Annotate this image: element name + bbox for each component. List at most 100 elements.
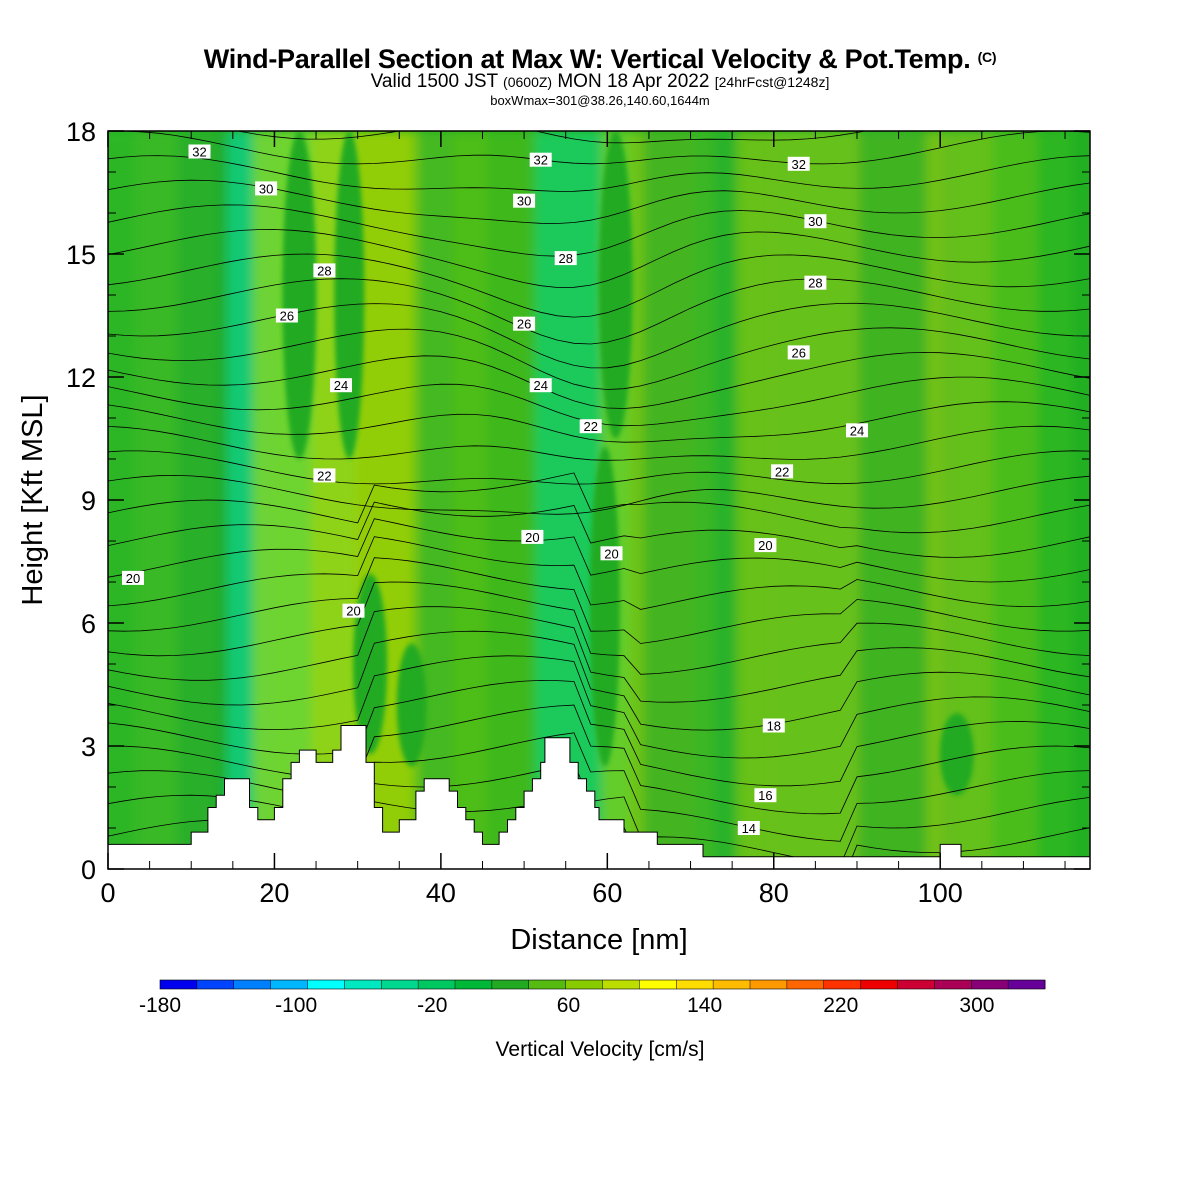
velocity-core xyxy=(939,713,974,796)
theta-label: 30 xyxy=(804,214,827,229)
chart-title: Wind-Parallel Section at Max W: Vertical… xyxy=(203,44,997,74)
theta-label-box xyxy=(342,603,365,618)
theta-label-text: 22 xyxy=(317,468,331,483)
theta-label: 18 xyxy=(762,718,785,734)
theta-label-text: 20 xyxy=(525,530,539,545)
theta-contour xyxy=(108,155,1090,192)
theta-contour xyxy=(108,704,1090,815)
theta-contour xyxy=(108,351,1090,409)
theta-label-box xyxy=(804,214,827,229)
colorbar-swatch xyxy=(528,980,567,989)
x-tick-label: 20 xyxy=(259,878,289,908)
colorbar-swatch xyxy=(897,980,935,989)
x-tick-label: 60 xyxy=(592,878,622,908)
colorbar-swatch xyxy=(381,980,419,989)
theta-label-box xyxy=(787,345,810,360)
theta-label-box xyxy=(313,263,336,278)
chart-subtitle: Valid 1500 JST (0600Z) MON 18 Apr 2022 [… xyxy=(370,71,830,92)
theta-label-text: 16 xyxy=(758,788,772,803)
colorbar-swatch xyxy=(750,980,788,989)
theta-contour xyxy=(108,536,1090,610)
theta-label-text: 26 xyxy=(791,345,805,360)
theta-contour xyxy=(108,557,1090,644)
y-tick-label: 12 xyxy=(66,363,96,393)
theta-label: 22 xyxy=(579,419,602,434)
x-tick-label: 0 xyxy=(100,878,115,908)
theta-label-text: 24 xyxy=(334,378,348,393)
colorbar-swatch xyxy=(1008,980,1046,989)
theta-label-box xyxy=(762,718,785,733)
theta-label-box xyxy=(754,788,777,803)
colorbar-swatch xyxy=(639,980,677,989)
theta-label: 28 xyxy=(313,263,336,278)
theta-label-text: 30 xyxy=(808,214,822,229)
theta-label-box xyxy=(513,316,536,331)
theta-contour xyxy=(108,501,1090,558)
theta-contour xyxy=(108,630,1090,731)
theta-contour xyxy=(108,302,1090,369)
y-tick-label: 18 xyxy=(66,117,96,147)
colorbar-swatch xyxy=(823,980,862,989)
colorbar-swatch xyxy=(455,980,493,989)
theta-contour xyxy=(108,229,1090,288)
theta-label-box xyxy=(188,144,211,159)
theta-label-text: 32 xyxy=(791,157,805,172)
theta-label-box xyxy=(330,378,352,393)
theta-label: 24 xyxy=(846,423,868,438)
theta-label: 28 xyxy=(804,275,827,291)
x-tick-label: 80 xyxy=(759,878,789,908)
colorbar-swatch xyxy=(418,980,456,989)
theta-label-box xyxy=(275,308,298,323)
theta-label-text: 20 xyxy=(758,538,772,553)
theta-label-box xyxy=(579,419,602,434)
theta-label: 22 xyxy=(313,468,336,483)
colorbar-tick-label: -20 xyxy=(417,994,448,1017)
theta-label-text: 30 xyxy=(259,181,273,196)
colorbar-swatch xyxy=(160,980,198,989)
theta-label: 24 xyxy=(330,378,352,393)
theta-label-box xyxy=(122,570,144,585)
colorbar-swatch xyxy=(270,980,308,989)
theta-contour xyxy=(108,732,1090,842)
theta-label-box xyxy=(513,193,536,208)
velocity-core xyxy=(334,131,365,459)
theta-label-box xyxy=(529,378,552,393)
theta-contour xyxy=(108,763,1090,866)
theta-label-text: 28 xyxy=(558,251,572,266)
colorbar-swatch xyxy=(307,980,345,989)
colorbar-tick-label: -180 xyxy=(138,994,182,1017)
colorbar-swatch xyxy=(860,980,898,989)
velocity-core xyxy=(589,446,620,767)
x-tick-label: 100 xyxy=(918,878,963,908)
colorbar-swatch xyxy=(971,980,1009,989)
colorbar-swatch xyxy=(786,980,825,989)
theta-label: 22 xyxy=(771,464,794,479)
theta-label-text: 20 xyxy=(604,546,618,561)
theta-label-text: 30 xyxy=(517,194,531,209)
theta-contour xyxy=(108,474,1090,515)
theta-contour xyxy=(108,518,1090,583)
colorbar-tick-label: 220 xyxy=(823,994,859,1017)
box-info: boxWmax=301@38.26,140.60,1644m xyxy=(490,93,710,108)
theta-label-text: 28 xyxy=(317,263,331,278)
theta-label: 20 xyxy=(754,538,777,553)
theta-label: 30 xyxy=(513,193,536,209)
y-tick-label: 6 xyxy=(81,609,96,639)
theta-label-text: 32 xyxy=(192,145,206,160)
colorbar-swatch xyxy=(676,980,714,989)
colorbar-swatch xyxy=(602,980,640,989)
theta-label-text: 26 xyxy=(517,317,531,332)
theta-label: 32 xyxy=(787,156,810,172)
theta-contour xyxy=(108,425,1090,461)
theta-label-text: 22 xyxy=(775,464,789,479)
theta-label-text: 24 xyxy=(533,378,547,393)
theta-contour xyxy=(108,450,1090,485)
theta-label-box xyxy=(846,423,868,438)
theta-label-text: 14 xyxy=(742,821,756,836)
theta-label-box xyxy=(554,251,577,266)
theta-label-text: 20 xyxy=(346,604,360,619)
colorbar-tick-label: 140 xyxy=(687,994,723,1017)
theta-label: 26 xyxy=(787,345,810,360)
x-tick-label: 40 xyxy=(426,878,456,908)
